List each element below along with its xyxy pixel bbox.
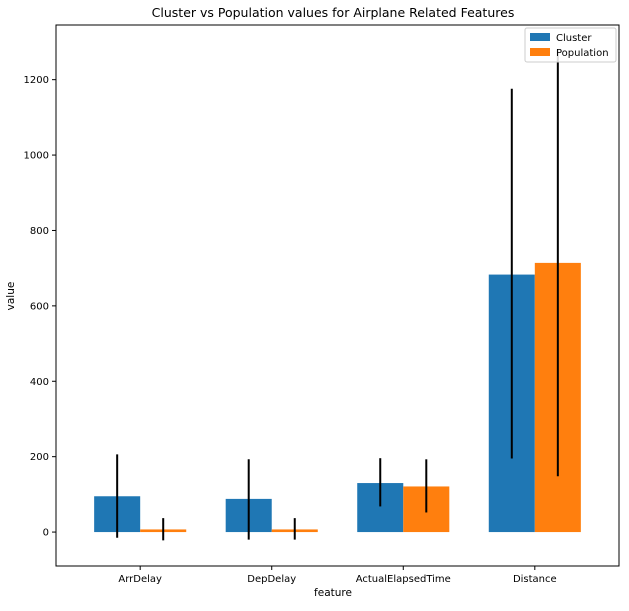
y-axis-ticks: 0 200 400 600 800 1000 1200 [24, 75, 56, 539]
y-tick-label: 1200 [24, 75, 49, 86]
legend-swatch-cluster [530, 33, 550, 41]
y-tick-label: 0 [43, 528, 49, 539]
plot-frame [55, 24, 620, 567]
x-tick-label: Distance [513, 574, 557, 585]
y-tick-label: 400 [30, 377, 49, 388]
y-tick-label: 600 [30, 301, 49, 312]
error-bars-layer [116, 49, 559, 541]
legend-label-population: Population [556, 48, 609, 59]
legend-label-cluster: Cluster [556, 33, 592, 44]
y-tick-label: 800 [30, 226, 49, 237]
x-tick-label: ArrDelay [118, 574, 162, 585]
y-tick-label: 1000 [24, 151, 49, 162]
chart-title: Cluster vs Population values for Airplan… [152, 5, 515, 20]
x-axis-ticks: ArrDelay DepDelay ActualElapsedTime Distanc… [118, 566, 557, 585]
legend-swatch-population [530, 48, 550, 56]
y-tick-label: 200 [30, 452, 49, 463]
x-tick-label: ActualElapsedTime [356, 574, 451, 585]
x-axis-label: feature [314, 587, 352, 599]
x-tick-label: DepDelay [247, 574, 296, 585]
y-axis-label: value [5, 282, 17, 311]
legend: Cluster Population [524, 27, 617, 63]
